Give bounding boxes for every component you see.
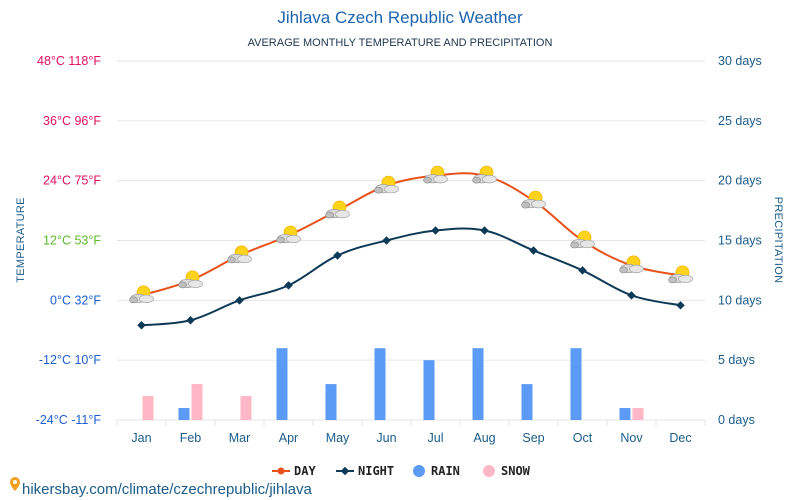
temperature-tick-label: 36°C 96°F [43,114,101,128]
night-legend-marker-icon [340,466,350,476]
partly-cloudy-icon [423,165,448,184]
chart-title: Jihlava Czech Republic Weather [277,8,523,27]
night-point [529,246,538,255]
precipitation-tick-label: 10 days [718,293,762,307]
night-point [333,251,342,260]
partly-cloudy-icon [325,200,350,219]
grid-lines [116,60,706,426]
rain-bar [423,360,435,420]
partly-cloudy-icon [570,230,595,249]
partly-cloudy-icon [472,165,497,184]
rain-bar [472,348,484,420]
partly-cloudy-icon [374,175,399,194]
snow-legend-swatch-icon [483,465,495,477]
temperature-axis-label: TEMPERATURE [15,197,27,283]
precipitation-axis-label: PRECIPITATION [772,197,784,284]
precipitation-tick-label: 30 days [718,54,762,68]
month-label: Oct [573,431,593,445]
precipitation-tick-label: 0 days [718,413,755,427]
partly-cloudy-icon [619,255,644,274]
snow-bar [632,408,644,420]
month-label: Jan [131,431,151,445]
source-link[interactable]: hikersbay.com/climate/czechrepublic/jihl… [10,477,312,498]
temperature-tick-label: 48°C 118°F [37,54,101,68]
temperature-tick-label: 24°C 75°F [43,174,101,188]
legend-label: DAY [294,464,316,478]
legend-item-night[interactable]: NIGHT [336,464,394,478]
month-label: Nov [620,431,643,445]
legend-label: SNOW [501,464,531,478]
temperature-axis-ticks: 48°C 118°F 36°C 96°F 24°C 75°F 12°C 53°F 0°C… [36,54,102,427]
rain-bar [325,384,337,420]
month-label: Jul [428,431,444,445]
partly-cloudy-icon [227,245,252,264]
precipitation-axis-ticks: 30 days 25 days 20 days 15 days 10 days 5 day… [718,54,762,427]
precipitation-tick-label: 25 days [718,114,762,128]
temperature-tick-label: 12°C 53°F [43,234,101,248]
rain-bar [374,348,386,420]
precipitation-bars [142,348,644,420]
precipitation-tick-label: 20 days [718,174,762,188]
partly-cloudy-icon [129,285,154,304]
month-label: Aug [473,431,495,445]
chart-subtitle: AVERAGE MONTHLY TEMPERATURE AND PRECIPIT… [248,37,553,49]
month-label: Dec [669,431,691,445]
temperature-lines [137,172,685,330]
night-point [627,291,636,300]
precipitation-tick-label: 15 days [718,234,762,248]
night-point [235,296,244,305]
partly-cloudy-icon [668,265,693,284]
location-pin-icon [10,477,20,491]
legend: DAY NIGHT RAIN SNOW [272,464,531,478]
rain-legend-swatch-icon [413,465,425,477]
night-point [431,226,440,235]
partly-cloudy-icon [178,270,203,289]
month-label: Feb [180,431,202,445]
legend-item-snow[interactable]: SNOW [483,464,531,478]
rain-bar [178,408,190,420]
night-point [284,281,293,290]
rain-bar [276,348,288,420]
legend-label: NIGHT [358,464,394,478]
partly-cloudy-icon [276,225,301,244]
month-label: Mar [229,431,251,445]
month-axis-ticks: Jan Feb Mar Apr May Jun Jul Aug Sep Oct Nov Dec [131,431,691,445]
snow-bar [240,396,252,420]
night-point [480,226,489,235]
night-line [141,227,681,327]
month-label: May [326,431,350,445]
night-point [137,321,146,330]
month-label: Jun [376,431,396,445]
night-point [578,266,587,275]
rain-bar [521,384,533,420]
night-point [382,236,391,245]
night-point [676,301,685,310]
month-label: Sep [522,431,544,445]
weather-icons [129,165,693,304]
temperature-tick-label: -24°C -11°F [36,413,102,427]
night-point [186,316,195,325]
snow-bar [191,384,203,420]
precipitation-tick-label: 5 days [718,353,755,367]
legend-label: RAIN [431,464,460,478]
day-legend-marker-icon [277,467,285,475]
temperature-tick-label: 0°C 32°F [50,293,101,307]
rain-bar [570,348,582,420]
rain-bar [619,408,631,420]
source-url[interactable]: hikersbay.com/climate/czechrepublic/jihl… [22,481,312,498]
temperature-tick-label: -12°C 10°F [39,353,101,367]
partly-cloudy-icon [521,190,546,209]
legend-item-rain[interactable]: RAIN [413,464,460,478]
legend-item-day[interactable]: DAY [272,464,316,478]
snow-bar [142,396,154,420]
month-label: Apr [279,431,298,445]
